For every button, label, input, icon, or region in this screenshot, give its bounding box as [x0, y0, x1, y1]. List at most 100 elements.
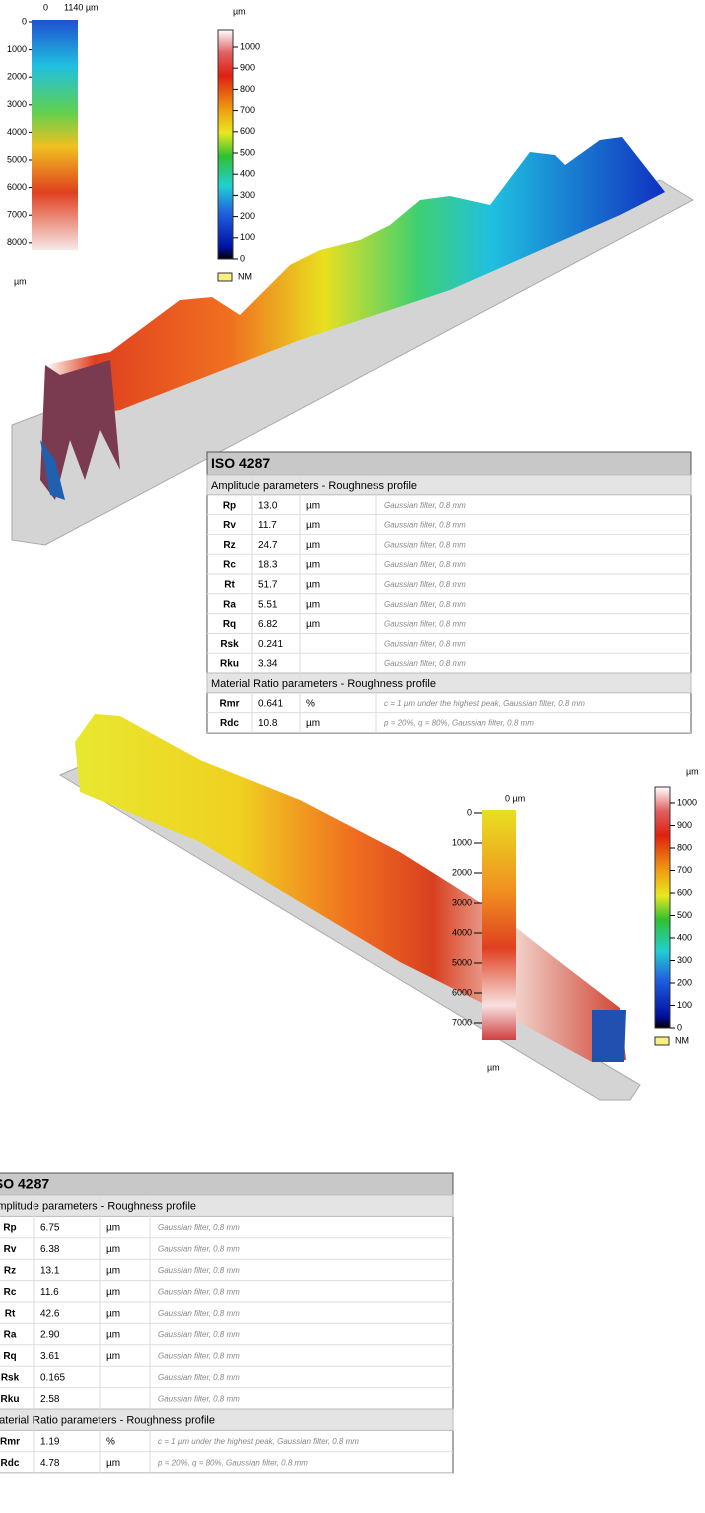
param-value: 0.641 [258, 698, 283, 709]
param-note: Gaussian filter, 0.8 mm [158, 1245, 240, 1254]
param-value: 0.241 [258, 639, 283, 650]
param-value: 51.7 [258, 580, 278, 591]
param-value: 3.34 [258, 659, 278, 670]
param-name: Rmr [0, 1437, 20, 1448]
tick-label: 0 [240, 253, 245, 263]
axis-unit: µm [487, 1062, 500, 1072]
param-unit: µm [306, 500, 320, 511]
tick-label: 1000 [452, 837, 472, 847]
param-unit: µm [106, 1287, 120, 1298]
tick-label: 0 [22, 16, 27, 26]
param-name: Rp [223, 500, 236, 511]
param-value: 13.0 [258, 500, 278, 511]
param-name: Rku [1, 1394, 20, 1405]
param-name: Rv [4, 1244, 17, 1255]
tick-label: 600 [240, 126, 255, 136]
param-note: Gaussian filter, 0.8 mm [384, 540, 466, 549]
tick-label: 3000 [7, 99, 27, 109]
param-unit: % [306, 698, 315, 709]
param-name: Rq [3, 1351, 16, 1362]
param-note: Gaussian filter, 0.8 mm [158, 1394, 240, 1403]
param-value: 3.61 [40, 1351, 60, 1362]
colorbar-unit: µm [233, 6, 246, 16]
nm-swatch [655, 1037, 669, 1045]
nm-label: NM [675, 1035, 689, 1045]
axis-label: 0 µm [505, 793, 525, 803]
param-note: Gaussian filter, 0.8 mm [158, 1373, 240, 1382]
tick-label: 900 [240, 63, 255, 73]
colorbar [218, 30, 233, 259]
param-note: Gaussian filter, 0.8 mm [158, 1352, 240, 1361]
tick-label: 7000 [7, 210, 27, 220]
param-name: Rmr [219, 698, 239, 709]
param-note: Gaussian filter, 0.8 mm [384, 600, 466, 609]
tick-label: 100 [240, 232, 255, 242]
param-note: c = 1 µm under the highest peak, Gaussia… [158, 1437, 359, 1446]
table-title: ISO 4287 [0, 1176, 49, 1192]
param-value: 4.78 [40, 1458, 60, 1469]
section-title: Material Ratio parameters - Roughness pr… [0, 1415, 215, 1427]
param-unit: µm [306, 718, 320, 729]
param-name: Rc [223, 560, 236, 571]
param-name: Rdc [1, 1458, 20, 1469]
tick-label: 0 [467, 807, 472, 817]
param-note: Gaussian filter, 0.8 mm [384, 620, 466, 629]
tick-label: 400 [240, 169, 255, 179]
param-name: Rsk [1, 1373, 20, 1384]
param-name: Rp [3, 1223, 16, 1234]
section-title: Amplitude parameters - Roughness profile [211, 480, 417, 492]
param-name: Ra [223, 599, 236, 610]
param-value: 2.58 [40, 1394, 60, 1405]
thumbnail [482, 810, 516, 1040]
colorbar [655, 787, 670, 1028]
tick-label: 900 [677, 820, 692, 830]
tick-label: 4000 [7, 127, 27, 137]
param-note: Gaussian filter, 0.8 mm [384, 580, 466, 589]
param-note: Gaussian filter, 0.8 mm [158, 1330, 240, 1339]
param-value: 10.8 [258, 718, 278, 729]
axis-unit: µm [14, 276, 27, 286]
param-unit: % [106, 1437, 115, 1448]
tick-label: 500 [240, 147, 255, 157]
tick-label: 700 [240, 105, 255, 115]
param-unit: µm [106, 1330, 120, 1341]
param-unit: µm [306, 520, 320, 531]
param-name: Rt [224, 580, 235, 591]
param-unit: µm [106, 1244, 120, 1255]
param-note: Gaussian filter, 0.8 mm [158, 1266, 240, 1275]
tick-label: 4000 [452, 927, 472, 937]
param-value: 11.6 [40, 1287, 59, 1298]
param-value: 13.1 [40, 1266, 60, 1277]
axis-label: 1140 µm [64, 2, 99, 12]
param-note: Gaussian filter, 0.8 mm [384, 560, 466, 569]
param-name: Ra [4, 1330, 17, 1341]
param-name: Rq [223, 619, 236, 630]
param-name: Rc [4, 1287, 17, 1298]
param-note: Gaussian filter, 0.8 mm [384, 639, 466, 648]
colorbar-unit: µm [686, 766, 699, 776]
param-note: Gaussian filter, 0.8 mm [384, 659, 466, 668]
tick-label: 200 [677, 977, 692, 987]
param-note: Gaussian filter, 0.8 mm [158, 1309, 240, 1318]
figure: 01140 µm01000200030004000500060007000800… [0, 0, 705, 1508]
tick-label: 400 [677, 932, 692, 942]
param-unit: µm [306, 540, 320, 551]
param-note: p = 20%, q = 80%, Gaussian filter, 0.8 m… [157, 1459, 308, 1468]
table-title: ISO 4287 [211, 455, 270, 471]
param-unit: µm [106, 1351, 120, 1362]
param-unit: µm [306, 560, 320, 571]
table-header [0, 1173, 453, 1195]
param-value: 18.3 [258, 560, 278, 571]
param-name: Rdc [220, 718, 239, 729]
param-unit: µm [106, 1223, 120, 1234]
tick-label: 2000 [452, 867, 472, 877]
tick-label: 0 [677, 1022, 682, 1032]
tick-label: 6000 [7, 182, 27, 192]
tick-label: 1000 [240, 41, 260, 51]
tick-label: 300 [240, 190, 255, 200]
tick-label: 800 [240, 84, 255, 94]
param-note: Gaussian filter, 0.8 mm [158, 1287, 240, 1296]
tick-label: 2000 [7, 72, 27, 82]
section-title: Amplitude parameters - Roughness profile [0, 1201, 196, 1213]
tick-label: 7000 [452, 1017, 472, 1027]
